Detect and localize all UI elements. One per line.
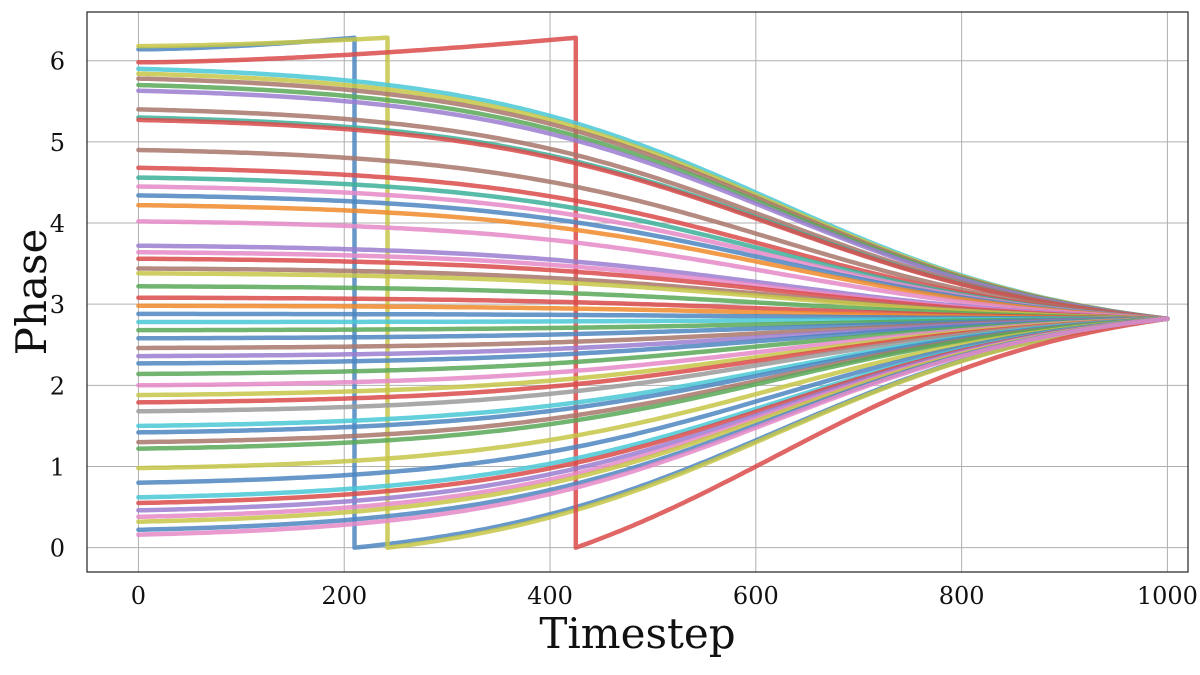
series-line-2 [136, 35, 1170, 550]
series-line-18 [136, 219, 1170, 322]
series-line-51 [136, 316, 1170, 537]
x-tick-label: 1000 [1137, 582, 1198, 610]
series-line-8 [136, 88, 1170, 322]
x-tick-label: 800 [939, 582, 985, 610]
y-tick-label: 6 [50, 48, 65, 76]
x-axis-title: Timestep [539, 609, 735, 658]
series-line-42 [136, 316, 1170, 451]
series-lines [136, 35, 1170, 550]
series-line-4 [136, 66, 1170, 322]
x-tick-label: 0 [131, 582, 146, 610]
series-line-11 [136, 117, 1170, 322]
series-line-5 [136, 71, 1170, 322]
x-tick-label: 400 [527, 582, 573, 610]
plot-frame [86, 11, 1189, 573]
y-axis-title: Phase [7, 229, 56, 356]
y-tick-label: 1 [50, 453, 65, 481]
y-tick-label: 0 [50, 535, 65, 563]
y-tick-label: 5 [50, 129, 65, 157]
x-tick-label: 600 [733, 582, 779, 610]
y-tick-label: 3 [50, 291, 65, 319]
y-tick-label: 2 [50, 372, 65, 400]
series-line-3 [136, 35, 1170, 550]
x-tick-label: 200 [321, 582, 367, 610]
tick-labels: 0 200 400 600 800 1000 0 1 2 3 4 5 6 [50, 48, 1198, 610]
y-tick-label: 4 [50, 210, 65, 238]
series-line-12 [136, 147, 1170, 322]
